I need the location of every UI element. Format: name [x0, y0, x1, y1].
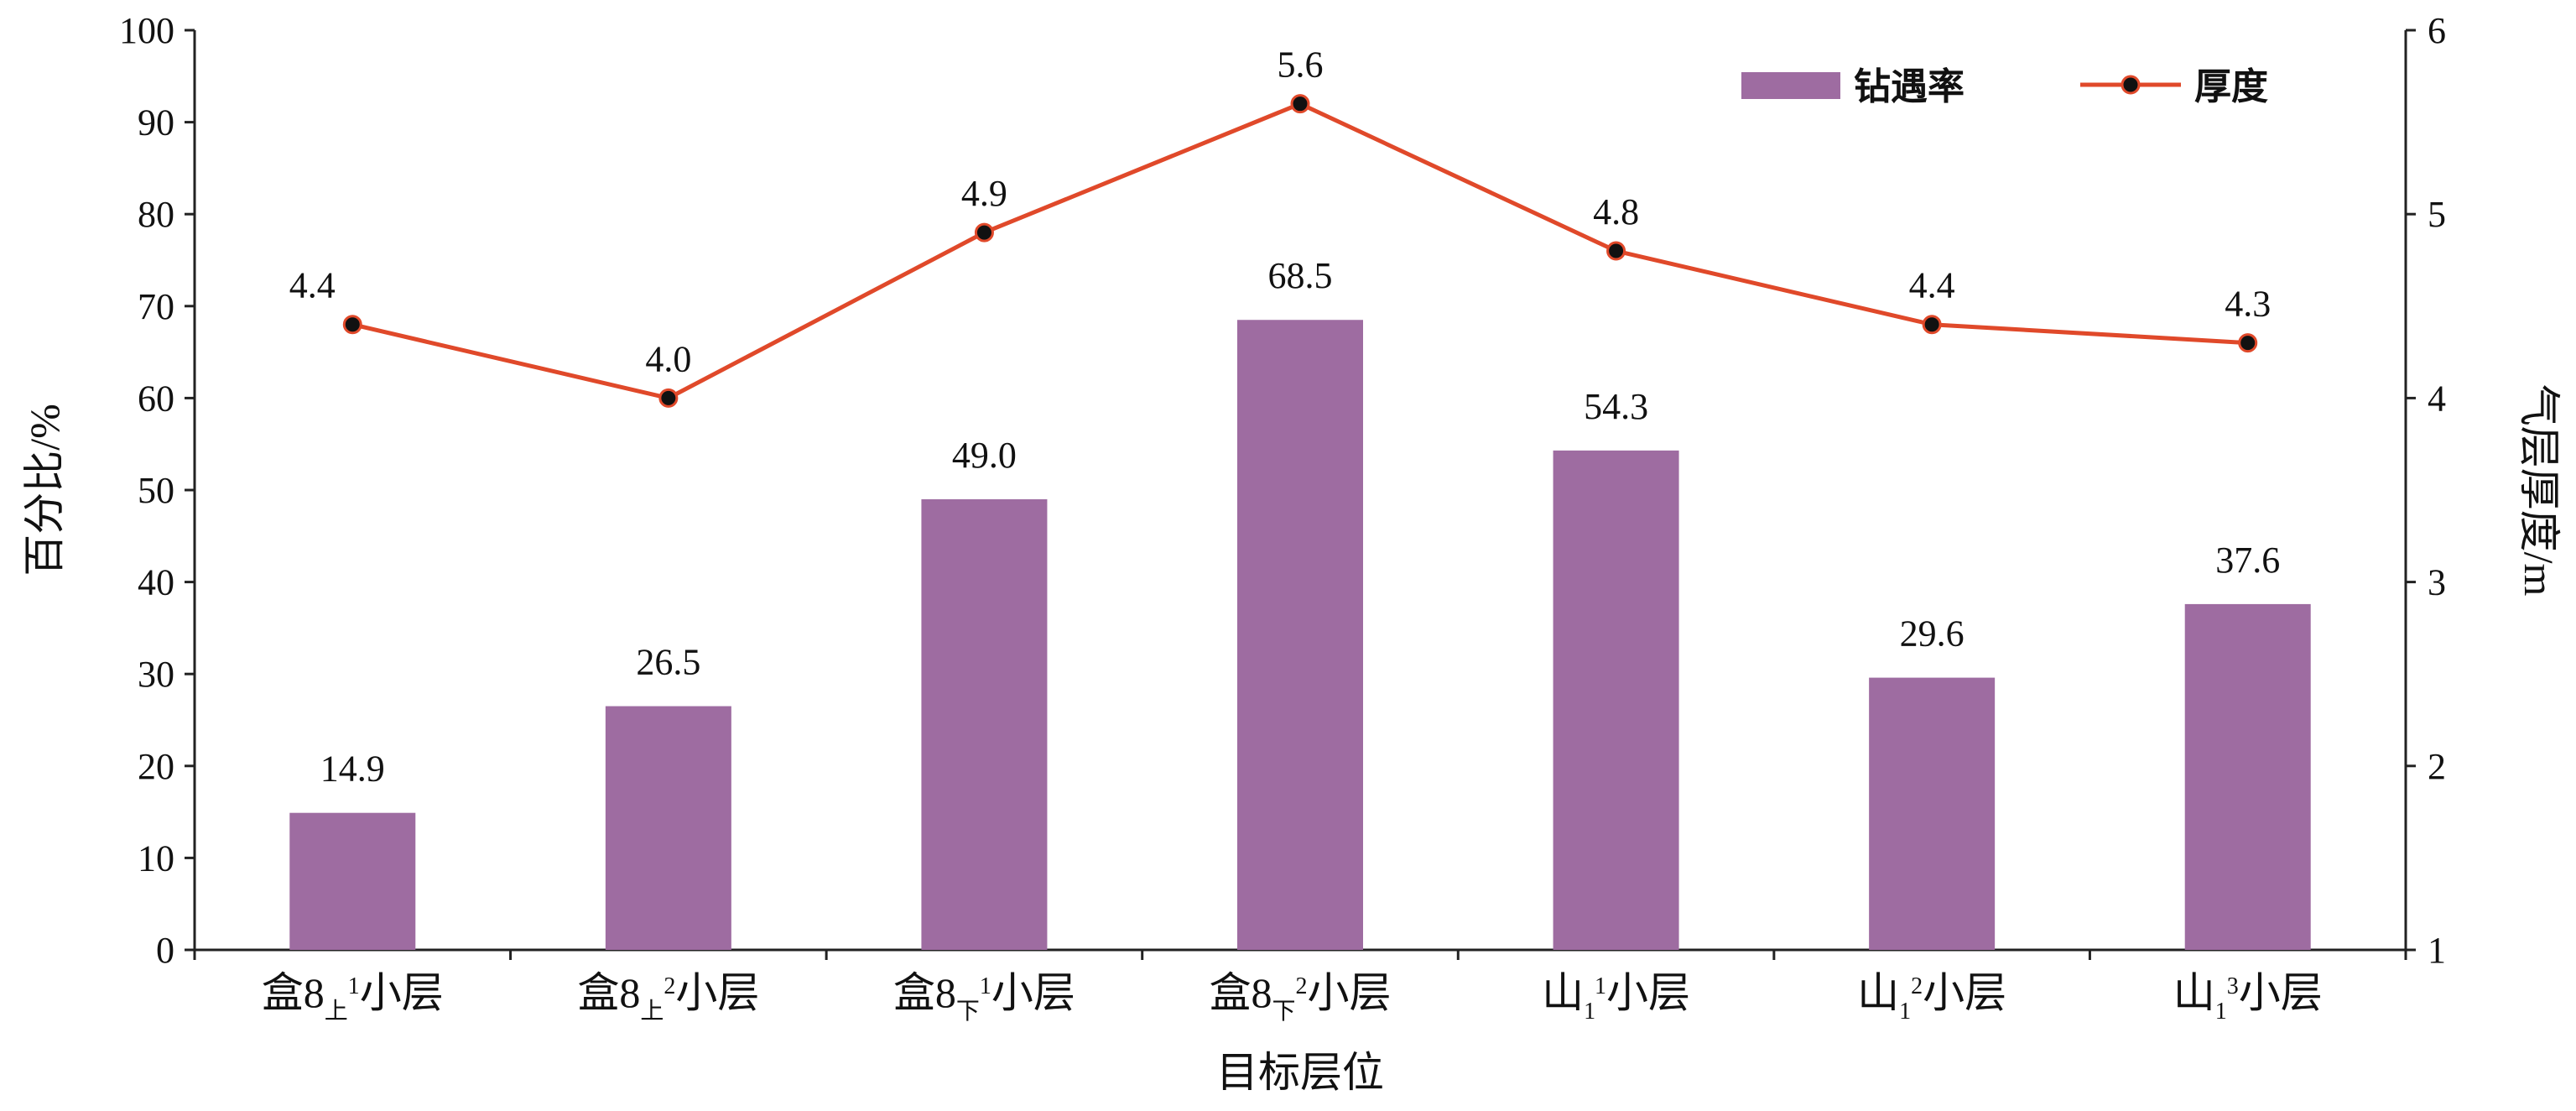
thickness-marker: [342, 315, 362, 335]
x-category-label: 盒8上1小层: [262, 969, 444, 1025]
right-tick-label: 4: [2428, 378, 2446, 419]
bar-value-label: 37.6: [2215, 540, 2280, 581]
bar-value-label: 14.9: [320, 748, 385, 790]
line-value-label: 4.8: [1593, 191, 1639, 232]
bar-drill-rate: [921, 498, 1048, 950]
left-tick-label: 90: [138, 102, 174, 143]
x-category-label: 山12小层: [1857, 969, 2006, 1025]
bar-value-label: 26.5: [636, 642, 700, 683]
line-value-label: 4.4: [289, 265, 336, 306]
x-category-label: 盒8上2小层: [577, 969, 759, 1025]
bar-drill-rate: [1553, 450, 1679, 950]
legend-line-marker: [2121, 75, 2141, 95]
left-tick-label: 50: [138, 470, 174, 511]
line-value-label: 4.0: [645, 338, 691, 379]
right-tick-label: 3: [2428, 562, 2446, 603]
right-tick-label: 6: [2428, 10, 2446, 51]
bar-drill-rate: [605, 706, 731, 950]
left-axis-title: 百分比/%: [21, 404, 68, 576]
x-category-label: 山11小层: [1542, 969, 1690, 1025]
x-category-label: 盒8下2小层: [1209, 969, 1391, 1025]
legend-bar-label: 钻遇率: [1854, 65, 1965, 108]
thickness-marker: [2238, 333, 2258, 353]
line-value-label: 4.3: [2225, 284, 2271, 325]
bar-drill-rate: [1237, 320, 1363, 950]
bar-drill-rate: [289, 812, 416, 950]
thickness-marker: [974, 222, 994, 243]
line-value-label: 4.9: [961, 173, 1007, 214]
bar-value-label: 49.0: [952, 435, 1017, 476]
left-tick-label: 70: [138, 286, 174, 327]
left-tick-label: 10: [138, 837, 174, 879]
left-tick-label: 60: [138, 378, 174, 419]
thickness-marker: [1290, 94, 1310, 114]
bar-value-label: 54.3: [1584, 386, 1648, 427]
left-tick-label: 100: [119, 10, 174, 51]
right-tick-label: 5: [2428, 194, 2446, 235]
thickness-marker: [1606, 241, 1626, 261]
x-category-label: 山13小层: [2173, 969, 2323, 1025]
x-axis-title: 目标层位: [1216, 1049, 1384, 1096]
left-tick-label: 80: [138, 194, 174, 235]
left-tick-label: 40: [138, 562, 174, 603]
thickness-marker: [658, 388, 679, 408]
bar-value-label: 29.6: [1900, 613, 1965, 655]
left-tick-label: 0: [156, 930, 174, 971]
left-tick-label: 20: [138, 746, 174, 787]
line-value-label: 5.6: [1278, 44, 1324, 86]
thickness-marker: [1922, 315, 1942, 335]
right-axis-title: 气层厚度/m: [2516, 384, 2563, 597]
bar-value-label: 68.5: [1268, 255, 1333, 296]
right-tick-label: 1: [2428, 930, 2446, 971]
line-value-label: 4.4: [1909, 265, 1955, 306]
left-tick-label: 30: [138, 654, 174, 695]
bar-drill-rate: [1869, 677, 1996, 950]
right-tick-label: 2: [2428, 746, 2446, 787]
x-category-label: 盒8下1小层: [893, 969, 1075, 1025]
legend-line-label: 厚度: [2194, 65, 2268, 108]
legend-bar-swatch: [1741, 72, 1840, 99]
bar-drill-rate: [2184, 603, 2311, 950]
